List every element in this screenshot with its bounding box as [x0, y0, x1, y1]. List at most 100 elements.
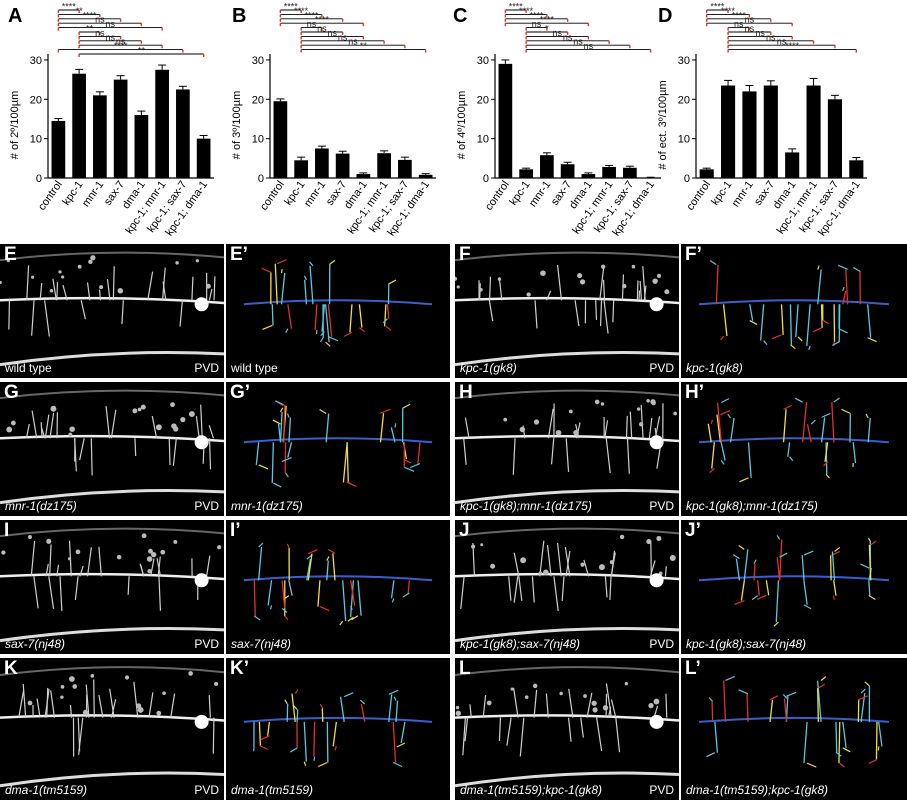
dendrite-branch — [49, 412, 55, 439]
dendrite-branch — [112, 266, 115, 301]
autofluorescent-granule — [90, 255, 96, 261]
significance-label: **** — [294, 6, 309, 16]
dendrite-branch — [479, 283, 481, 301]
dendrite-branch — [18, 689, 25, 718]
x-tick-label: mnr-1 — [302, 179, 328, 209]
traced-subbranch — [326, 556, 330, 561]
traced-subbranch — [860, 688, 866, 694]
dendrite-branch — [556, 542, 562, 577]
body-outline — [0, 251, 224, 262]
bar — [113, 79, 128, 178]
traced-branch — [325, 413, 330, 443]
traced-branch — [390, 427, 396, 443]
traced-branch — [835, 721, 838, 753]
significance-label: ns — [755, 28, 765, 38]
bar — [849, 160, 864, 178]
significance-label: ns — [105, 19, 115, 29]
autofluorescent-granule — [656, 535, 662, 541]
dendrite-branch — [110, 699, 117, 718]
traced-subbranch — [727, 413, 732, 419]
traced-subbranch — [832, 340, 841, 346]
traced-subbranch — [833, 397, 840, 403]
genotype-label: wild type — [5, 361, 52, 375]
significance-label: ns — [317, 24, 327, 34]
traced-subbranch — [385, 325, 392, 331]
dendrite-branch — [74, 576, 79, 600]
genotype-label: dma-1(tm5159) — [231, 783, 314, 797]
traced-subbranch — [380, 408, 391, 414]
bar — [356, 174, 371, 178]
dendrite-branch — [151, 415, 158, 439]
dendrite-branch — [191, 276, 194, 301]
traced-branch — [283, 404, 286, 443]
autofluorescent-granule — [155, 424, 162, 431]
image-panel-trace-3: H’ kpc-1(gk8);mnr-1(dz175) — [681, 382, 907, 516]
dendrite-branch — [170, 693, 176, 718]
traced-branch — [714, 721, 719, 753]
image-panel-trace-6: K’ dma-1(tm5159) — [226, 658, 450, 800]
significance-label: ns — [777, 37, 787, 47]
dendrite-branch — [643, 285, 647, 301]
autofluorescent-granule — [67, 557, 72, 561]
neuron-trace-drawing — [243, 400, 433, 488]
traced-subbranch — [313, 756, 316, 762]
traced-subbranch — [303, 761, 307, 766]
dendrite-branch — [604, 576, 608, 598]
autofluorescent-granule — [568, 409, 573, 414]
dendrite-branch — [40, 422, 43, 439]
traced-branch — [875, 721, 878, 760]
dendrite-branch — [546, 290, 552, 301]
x-tick-label: mnr-1 — [80, 179, 106, 209]
autofluorescent-granule — [171, 423, 177, 429]
traced-primary-dendrite — [698, 437, 890, 444]
dendrite-branch — [31, 300, 35, 336]
traced-branch — [395, 700, 399, 722]
autofluorescent-granule — [162, 691, 166, 696]
dendrite-branch — [545, 693, 549, 718]
traced-branch — [349, 580, 355, 618]
traced-subbranch — [776, 535, 781, 540]
traced-branch — [326, 560, 329, 581]
traced-branch — [342, 580, 347, 622]
dendrite-branch — [25, 423, 30, 439]
ventral-nerve-cord — [0, 489, 224, 505]
neuron-trace-drawing — [698, 675, 890, 768]
autofluorescent-granule — [1, 550, 6, 555]
image-panel-trace-1: F’ kpc-1(gk8) — [681, 244, 907, 378]
traced-subbranch — [404, 466, 415, 472]
significance-label: **** — [509, 2, 524, 12]
dendrite-branch — [567, 717, 572, 742]
traced-subbranch — [720, 335, 725, 341]
traced-branch — [720, 442, 726, 461]
dendrite-branch — [157, 556, 161, 577]
y-tick-label: 0 — [684, 173, 690, 185]
autofluorescent-granule — [510, 687, 514, 691]
marker-label: PVD — [194, 783, 219, 797]
traced-branch — [735, 558, 741, 581]
traced-subbranch — [261, 267, 272, 273]
dendrite-branch — [561, 576, 565, 601]
autofluorescent-granule — [592, 707, 598, 713]
ventral-nerve-cord — [0, 351, 224, 367]
autofluorescent-granule — [188, 671, 193, 676]
traced-subbranch — [273, 482, 282, 488]
traced-branch — [407, 580, 411, 594]
traced-branch — [386, 304, 390, 319]
dendrite-branch — [464, 417, 470, 439]
traced-subbranch — [350, 605, 353, 611]
y-axis-label: # of 3º/100µm — [231, 91, 243, 159]
dendrite-branch — [605, 683, 612, 718]
traced-branch — [711, 442, 715, 469]
traced-branch — [711, 701, 714, 722]
dendrite-branch — [531, 576, 535, 603]
traced-subbranch — [318, 761, 328, 768]
traced-branch — [831, 551, 836, 581]
panel-letter-label: F’ — [685, 244, 702, 265]
body-outline — [0, 527, 224, 538]
autofluorescent-granule — [591, 700, 597, 706]
autofluorescent-granule — [151, 551, 157, 558]
traced-branch — [756, 580, 760, 596]
dendrite-branch — [98, 694, 104, 718]
traced-branch — [715, 264, 719, 305]
autofluorescent-granule — [652, 278, 658, 284]
